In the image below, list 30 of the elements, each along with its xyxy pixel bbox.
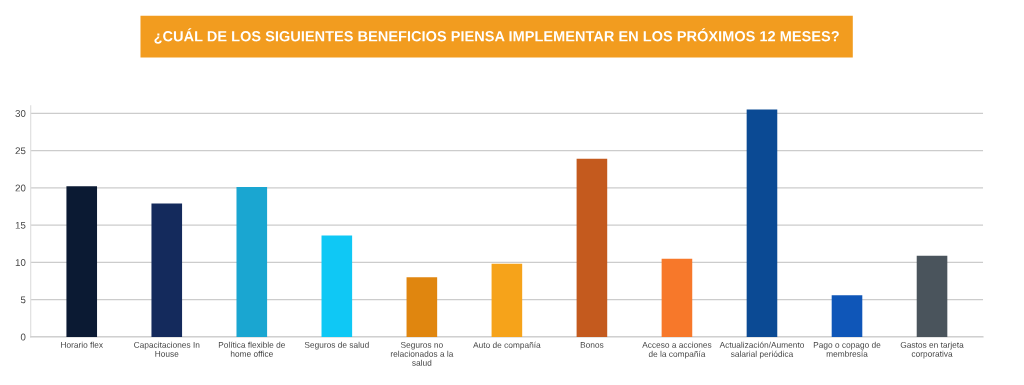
x-tick-label: Bonos [580,342,604,348]
chart-title: ¿CUÁL DE LOS SIGUIENTES BENEFICIOS PIENSA IMPLEMENTAR EN LOS PRÓXIMOS 12 MESES? [154,28,839,44]
bar [406,277,438,337]
x-tick-label: Seguros no relacionados a la salud [390,341,454,366]
bar [66,186,98,337]
y-tick-label: 0 [20,333,26,341]
y-tick-label: 30 [15,110,26,117]
x-tick-label: Gastos en tarjeta corporativa [900,341,964,359]
x-tick-label: Acceso a acciones de la compañía [642,341,712,359]
bar [831,295,863,337]
x-tick-label: Horario flex [61,341,103,348]
y-tick-label: 20 [15,184,26,192]
bar [491,263,523,337]
bar [661,258,693,337]
y-tick-label: 5 [20,296,26,304]
bar [916,255,948,337]
x-tick-label: Pago o copago de membresía [813,341,881,357]
x-tick-label: Política flexible de home office [218,341,286,357]
bar [151,203,183,337]
x-tick-label: Capacitaciones In House [134,341,200,357]
y-tick-label: 25 [15,147,26,155]
y-tick-label: 15 [15,221,26,229]
x-tick-label: Actualización/Aumento salarial periódica [719,341,804,359]
bar [321,235,353,337]
x-tick-label: Seguros de salud [304,341,369,350]
y-tick-label: 10 [15,259,26,266]
bar [576,158,608,337]
bar [746,109,778,337]
bar [236,187,268,337]
x-tick-label: Auto de compañía [473,341,541,350]
